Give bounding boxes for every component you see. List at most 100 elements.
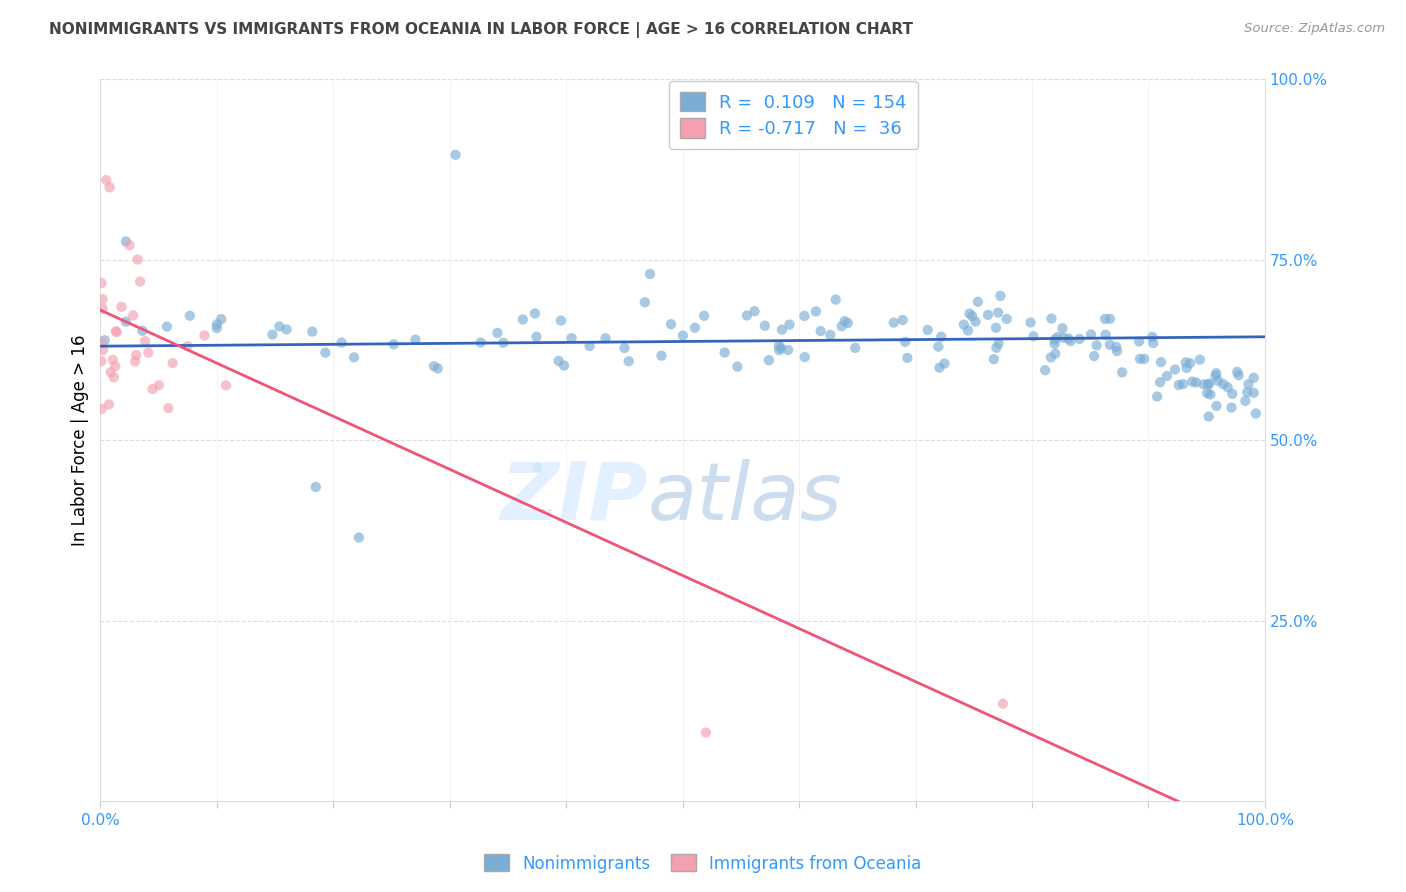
Point: [1156, 369, 1178, 384]
Point: [444, 148, 467, 162]
Point: [804, 304, 827, 318]
Point: [426, 361, 449, 376]
Point: [1069, 332, 1091, 346]
Point: [883, 316, 905, 330]
Legend: Nonimmigrants, Immigrants from Oceania: Nonimmigrants, Immigrants from Oceania: [478, 847, 928, 880]
Text: NONIMMIGRANTS VS IMMIGRANTS FROM OCEANIA IN LABOR FORCE | AGE > 16 CORRELATION C: NONIMMIGRANTS VS IMMIGRANTS FROM OCEANIA…: [49, 22, 914, 38]
Point: [986, 341, 1008, 355]
Point: [125, 348, 148, 362]
Point: [683, 320, 706, 334]
Point: [104, 324, 127, 338]
Point: [1080, 327, 1102, 342]
Point: [91, 292, 114, 306]
Point: [990, 289, 1012, 303]
Point: [769, 341, 792, 355]
Point: [1128, 334, 1150, 349]
Point: [404, 333, 426, 347]
Point: [1205, 399, 1227, 413]
Point: [90, 276, 112, 290]
Point: [768, 339, 790, 353]
Point: [134, 334, 156, 349]
Point: [834, 314, 856, 328]
Point: [744, 304, 766, 318]
Point: [831, 319, 853, 334]
Point: [1111, 365, 1133, 379]
Point: [1149, 376, 1171, 390]
Point: [695, 725, 717, 739]
Point: [693, 309, 716, 323]
Point: [1197, 386, 1219, 401]
Point: [1083, 349, 1105, 363]
Point: [995, 312, 1018, 326]
Point: [934, 357, 956, 371]
Point: [162, 356, 184, 370]
Point: [118, 238, 141, 252]
Point: [526, 460, 548, 475]
Point: [423, 359, 446, 374]
Point: [824, 293, 846, 307]
Point: [1216, 380, 1239, 394]
Point: [1197, 377, 1219, 392]
Point: [131, 324, 153, 338]
Point: [262, 327, 284, 342]
Point: [205, 318, 228, 332]
Point: [1226, 365, 1249, 379]
Point: [98, 180, 121, 194]
Point: [1234, 393, 1257, 408]
Point: [103, 370, 125, 384]
Point: [672, 328, 695, 343]
Point: [1022, 329, 1045, 343]
Point: [148, 378, 170, 392]
Point: [301, 325, 323, 339]
Point: [1171, 377, 1194, 392]
Text: atlas: atlas: [648, 458, 842, 537]
Point: [1243, 385, 1265, 400]
Point: [115, 235, 138, 249]
Point: [470, 335, 492, 350]
Point: [1204, 368, 1226, 383]
Text: Source: ZipAtlas.com: Source: ZipAtlas.com: [1244, 22, 1385, 36]
Point: [820, 327, 842, 342]
Point: [97, 397, 120, 411]
Point: [129, 275, 152, 289]
Point: [1175, 360, 1198, 375]
Y-axis label: In Labor Force | Age > 16: In Labor Force | Age > 16: [72, 334, 89, 546]
Point: [725, 359, 748, 374]
Point: [917, 323, 939, 337]
Point: [896, 351, 918, 365]
Point: [141, 382, 163, 396]
Point: [929, 329, 952, 343]
Point: [343, 351, 366, 365]
Point: [215, 378, 238, 392]
Point: [1094, 327, 1116, 342]
Point: [1057, 332, 1080, 346]
Point: [104, 359, 127, 374]
Text: ZIP: ZIP: [501, 458, 648, 537]
Point: [953, 318, 976, 332]
Point: [770, 323, 793, 337]
Point: [193, 328, 215, 343]
Point: [754, 318, 776, 333]
Point: [115, 315, 138, 329]
Point: [1237, 377, 1260, 392]
Point: [1133, 351, 1156, 366]
Point: [965, 315, 987, 329]
Point: [1188, 352, 1211, 367]
Point: [837, 316, 859, 330]
Point: [492, 335, 515, 350]
Point: [967, 294, 990, 309]
Point: [1043, 333, 1066, 347]
Point: [1039, 351, 1062, 365]
Point: [547, 354, 569, 368]
Point: [1053, 331, 1076, 345]
Point: [276, 322, 298, 336]
Point: [1236, 385, 1258, 400]
Point: [1192, 377, 1215, 392]
Point: [101, 352, 124, 367]
Point: [927, 340, 949, 354]
Point: [578, 339, 600, 353]
Point: [1059, 334, 1081, 348]
Point: [1205, 366, 1227, 380]
Point: [523, 306, 546, 320]
Point: [330, 335, 353, 350]
